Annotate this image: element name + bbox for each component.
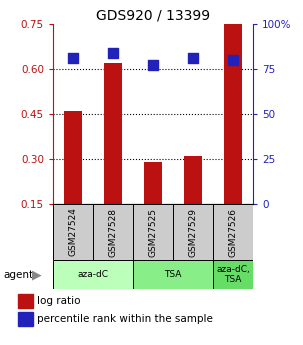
Point (111, 50, 115, 56)
Text: TSA: TSA (164, 270, 182, 279)
Point (231, 57, 235, 63)
Bar (53, 260, 133, 289)
Text: aza-dC,
TSA: aza-dC, TSA (216, 265, 250, 284)
Bar (133, 204, 173, 260)
Bar (53, 204, 93, 260)
Text: GSM27529: GSM27529 (188, 207, 198, 257)
Bar (184, 156, 202, 248)
Text: log ratio: log ratio (37, 296, 81, 306)
Bar (213, 260, 253, 289)
Text: GSM27528: GSM27528 (108, 207, 118, 257)
Bar (104, 63, 122, 248)
Bar (213, 204, 253, 260)
Bar (144, 162, 162, 248)
Bar (18, 312, 33, 326)
Text: GSM27524: GSM27524 (68, 208, 78, 256)
Bar (93, 204, 133, 260)
Text: GSM27526: GSM27526 (228, 207, 238, 257)
Text: agent: agent (3, 270, 33, 279)
Title: GDS920 / 13399: GDS920 / 13399 (96, 9, 210, 23)
Point (71, 56, 75, 61)
Point (191, 56, 195, 61)
Bar (64, 111, 82, 248)
Text: GSM27525: GSM27525 (148, 207, 158, 257)
Text: aza-dC: aza-dC (78, 270, 108, 279)
Text: ▶: ▶ (32, 268, 42, 281)
Point (151, 63, 155, 68)
Bar (173, 204, 213, 260)
Bar (133, 260, 213, 289)
Bar (18, 294, 33, 308)
Bar (224, 24, 242, 248)
Text: percentile rank within the sample: percentile rank within the sample (37, 314, 213, 324)
